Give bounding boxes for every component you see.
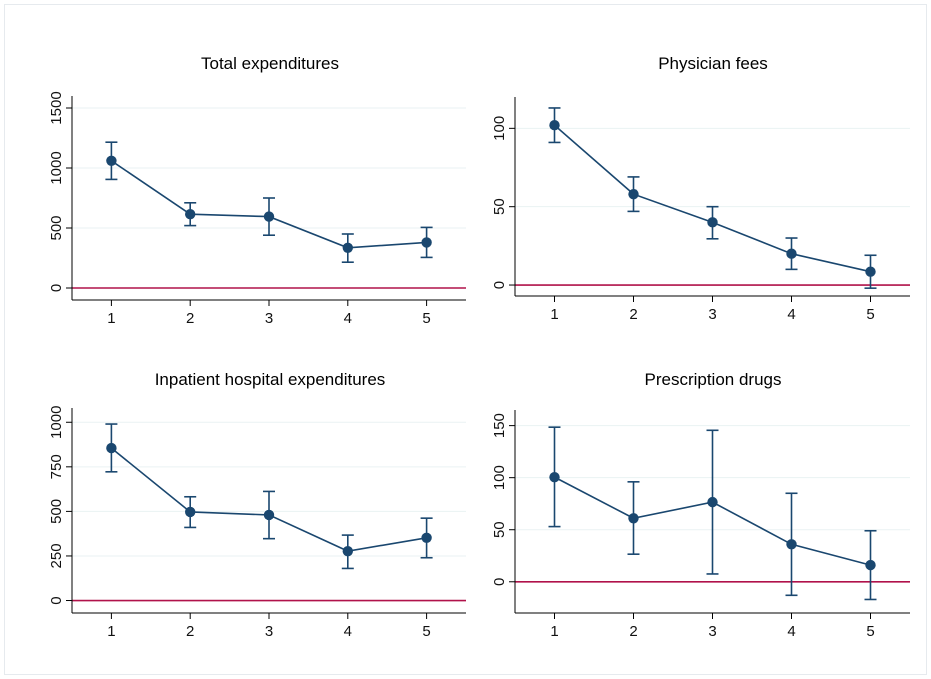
y-tick-label: 50 bbox=[491, 198, 508, 215]
x-tick-label: 4 bbox=[344, 310, 352, 327]
panel-title: Physician fees bbox=[658, 54, 768, 73]
panel-title: Inpatient hospital expenditures bbox=[155, 370, 386, 389]
x-tick-label: 4 bbox=[344, 623, 352, 640]
data-point bbox=[421, 532, 432, 543]
x-tick-label: 2 bbox=[186, 623, 194, 640]
x-tick-label: 1 bbox=[550, 623, 558, 640]
x-tick-label: 3 bbox=[708, 306, 716, 323]
panel-physician-fees: Physician fees 0 50 100 1 2 3 4 5 bbox=[491, 54, 910, 323]
x-tick-label: 2 bbox=[629, 623, 637, 640]
panel-inpatient-hospital-expenditures: Inpatient hospital expenditures 0 250 500 7… bbox=[48, 370, 466, 640]
y-tick-label: 150 bbox=[491, 413, 508, 438]
y-tick-label: 0 bbox=[491, 578, 508, 586]
data-point bbox=[106, 442, 117, 454]
panel-prescription-drugs: Prescription drugs 0 50 100 150 1 2 3 4 5 bbox=[491, 370, 910, 640]
x-tick-label: 3 bbox=[708, 623, 716, 640]
data-point bbox=[865, 266, 876, 277]
x-tick-label: 5 bbox=[866, 623, 874, 640]
data-point bbox=[865, 559, 876, 571]
x-tick-label: 1 bbox=[107, 310, 115, 327]
y-tick-label: 0 bbox=[491, 281, 508, 289]
x-tick-label: 3 bbox=[265, 623, 273, 640]
y-tick-label: 250 bbox=[48, 543, 65, 568]
x-tick-label: 2 bbox=[186, 310, 194, 327]
x-tick-label: 3 bbox=[265, 310, 273, 327]
data-point bbox=[185, 506, 196, 518]
panel-title: Total expenditures bbox=[201, 54, 339, 73]
figure-frame bbox=[4, 4, 927, 675]
y-tick-label: 500 bbox=[48, 215, 65, 240]
y-tick-label: 1000 bbox=[48, 151, 65, 184]
x-tick-label: 1 bbox=[550, 306, 558, 323]
data-point bbox=[342, 545, 353, 557]
y-tick-label: 1500 bbox=[48, 91, 65, 124]
panel-title: Prescription drugs bbox=[644, 370, 781, 389]
series-line bbox=[553, 124, 871, 273]
data-point bbox=[263, 211, 275, 222]
x-tick-label: 2 bbox=[629, 306, 637, 323]
x-tick-label: 4 bbox=[787, 623, 795, 640]
data-point bbox=[549, 471, 560, 483]
y-tick-label: 0 bbox=[48, 284, 65, 292]
data-point bbox=[628, 188, 639, 200]
y-tick-label: 1000 bbox=[48, 406, 65, 439]
x-tick-label: 1 bbox=[107, 623, 115, 640]
data-point bbox=[707, 217, 718, 228]
y-tick-label: 0 bbox=[48, 596, 65, 604]
data-point bbox=[628, 513, 639, 524]
x-tick-label: 4 bbox=[787, 306, 795, 323]
data-point bbox=[707, 496, 718, 508]
data-point bbox=[342, 242, 353, 253]
data-point bbox=[106, 155, 117, 166]
y-tick-label: 50 bbox=[491, 521, 508, 538]
x-tick-label: 5 bbox=[422, 310, 430, 327]
y-tick-label: 100 bbox=[491, 116, 508, 141]
data-point bbox=[549, 120, 560, 131]
panel-total-expenditures: Total expenditures 0 500 1000 1500 1 2 3 4 5 bbox=[48, 54, 466, 327]
y-tick-label: 100 bbox=[491, 465, 508, 490]
x-tick-label: 5 bbox=[422, 623, 430, 640]
y-tick-label: 500 bbox=[48, 499, 65, 524]
data-point bbox=[786, 539, 797, 550]
data-point bbox=[263, 509, 275, 521]
x-tick-label: 5 bbox=[866, 306, 874, 323]
y-tick-label: 750 bbox=[48, 454, 65, 479]
data-point bbox=[786, 248, 797, 259]
data-point bbox=[185, 209, 196, 220]
data-point bbox=[421, 237, 432, 248]
